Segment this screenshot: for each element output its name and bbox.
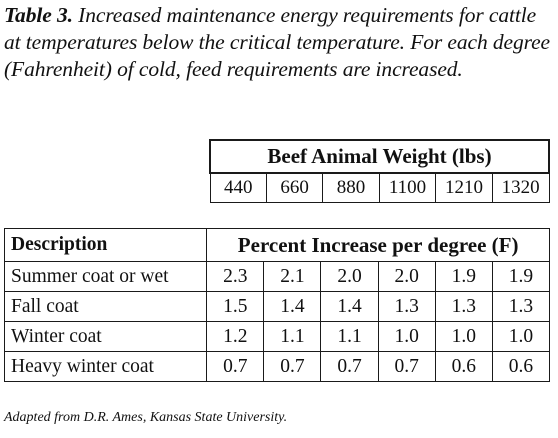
weight-row: 440 660 880 1100 1210 1320	[209, 172, 550, 203]
row-label: Fall coat	[3, 291, 208, 322]
row-label: Winter coat	[3, 321, 208, 352]
value-cell: 1.1	[320, 321, 379, 352]
weight-cell: 440	[209, 172, 267, 203]
value-cell: 1.0	[377, 321, 436, 352]
percent-header: Percent Increase per degree (F)	[206, 228, 550, 262]
caption-text: Increased maintenance energy requirement…	[4, 3, 550, 81]
value-cell: 0.7	[206, 351, 265, 382]
value-cell: 1.2	[206, 321, 265, 352]
weight-cell: 1210	[435, 172, 493, 203]
weight-table: Beef Animal Weight (lbs) 440 660 880 110…	[209, 139, 550, 203]
header-row: Description Percent Increase per degree …	[3, 228, 550, 262]
weight-cell: 1100	[378, 172, 437, 203]
table-row: Winter coat 1.2 1.1 1.1 1.0 1.0 1.0	[3, 321, 551, 352]
value-cell: 2.0	[320, 261, 379, 292]
value-cell: 1.5	[206, 291, 265, 322]
weight-cell: 1320	[491, 172, 550, 203]
weight-cell: 880	[322, 172, 380, 203]
value-cell: 1.0	[491, 321, 551, 352]
source-note: Adapted from D.R. Ames, Kansas State Uni…	[4, 410, 288, 425]
value-cell: 1.3	[434, 291, 493, 322]
weight-table-title: Beef Animal Weight (lbs)	[209, 139, 550, 174]
description-header: Description	[3, 228, 208, 262]
value-cell: 0.7	[263, 351, 322, 382]
weight-cell: 660	[265, 172, 324, 203]
value-cell: 1.4	[320, 291, 379, 322]
value-cell: 1.0	[434, 321, 493, 352]
row-label: Heavy winter coat	[3, 351, 208, 382]
value-cell: 2.0	[377, 261, 436, 292]
table-row: Summer coat or wet 2.3 2.1 2.0 2.0 1.9 1…	[3, 261, 551, 292]
value-cell: 1.3	[491, 291, 551, 322]
value-cell: 0.6	[434, 351, 493, 382]
table-row: Fall coat 1.5 1.4 1.4 1.3 1.3 1.3	[3, 291, 551, 322]
value-cell: 2.3	[206, 261, 265, 292]
table-caption: Table 3. Increased maintenance energy re…	[4, 2, 556, 83]
value-cell: 1.3	[377, 291, 436, 322]
requirements-table: Description Percent Increase per degree …	[3, 228, 551, 382]
value-cell: 1.9	[434, 261, 493, 292]
table-row: Heavy winter coat 0.7 0.7 0.7 0.7 0.6 0.…	[3, 351, 551, 382]
caption-lead: Table 3.	[4, 3, 73, 27]
value-cell: 1.9	[491, 261, 551, 292]
row-label: Summer coat or wet	[3, 261, 208, 292]
value-cell: 1.1	[263, 321, 322, 352]
value-cell: 0.7	[320, 351, 379, 382]
value-cell: 1.4	[263, 291, 322, 322]
value-cell: 2.1	[263, 261, 322, 292]
value-cell: 0.6	[491, 351, 551, 382]
value-cell: 0.7	[377, 351, 436, 382]
